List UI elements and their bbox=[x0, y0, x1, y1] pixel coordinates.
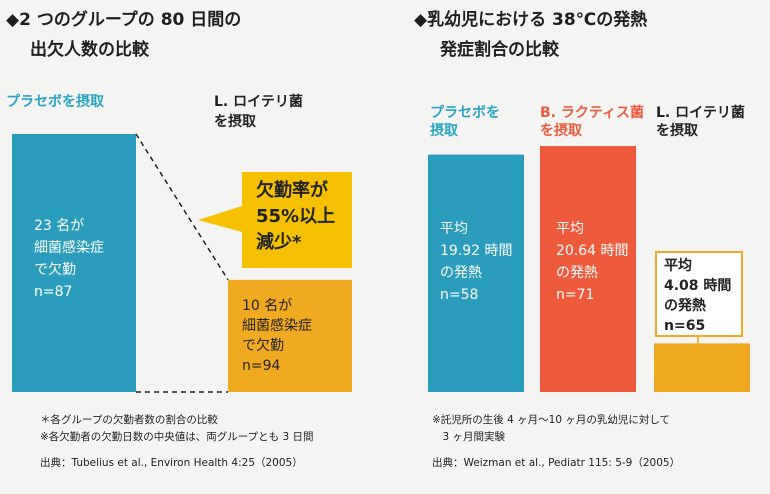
left-title-line1: ◆2 つのグループの 80 日間の bbox=[6, 10, 242, 30]
right-lactis-bar-text: 平均 20.64 時間 の発熱 n=71 bbox=[556, 221, 629, 303]
bar-reuteri-absent bbox=[228, 279, 352, 392]
right-reuteri-box-text: 平均 4.08 時間 の発熱 n=65 bbox=[664, 258, 732, 334]
right-source: 出典：Weizman et al., Pediatr 115: 5-9（2005… bbox=[432, 457, 681, 469]
left-source: 出典：Tubelius et al., Environ Health 4:25（… bbox=[40, 457, 303, 469]
bar-reuteri-fever bbox=[654, 343, 750, 392]
right-lactis-label: B. ラクティス菌 を摂取 bbox=[540, 105, 645, 139]
bar-placebo-fever bbox=[428, 154, 524, 392]
left-title-line2: 出欠人数の比較 bbox=[30, 40, 149, 60]
right-title-line2: 発症割合の比較 bbox=[440, 40, 559, 60]
left-placebo-label: プラセボを摂取 bbox=[6, 94, 104, 110]
bar-lactis-fever bbox=[540, 146, 636, 392]
right-chart bbox=[428, 146, 750, 392]
right-title-line1: ◆乳幼児における 38℃の発熱 bbox=[414, 10, 648, 30]
left-notes: ＊各グループの欠勤者数の割合の比較 ※各欠勤者の欠勤日数の中央値は、両グループと… bbox=[40, 414, 314, 443]
callout-text: 欠勤率が 55%以上 減少* bbox=[256, 180, 336, 253]
reuteri-value-box bbox=[655, 251, 743, 337]
left-reuteri-bar-text: 10 名が 細菌感染症 で欠勤 n=94 bbox=[242, 298, 312, 374]
right-notes: ※託児所の生後 4 ヶ月〜10 ヶ月の乳幼児に対して 3 ヶ月間実験 bbox=[432, 414, 671, 443]
dashed-guide-top bbox=[135, 133, 229, 281]
callout-bubble bbox=[198, 172, 352, 268]
left-chart bbox=[12, 133, 352, 393]
right-reuteri-label: L. ロイテリ菌 を摂取 bbox=[656, 105, 745, 139]
left-reuteri-label-line2: を摂取 bbox=[214, 114, 256, 130]
left-placebo-bar-text: 23 名が 細菌感染症 で欠勤 n=87 bbox=[34, 218, 104, 300]
right-placebo-bar-text: 平均 19.92 時間 の発熱 n=58 bbox=[440, 221, 513, 303]
bar-placebo-absent bbox=[12, 134, 136, 392]
right-placebo-label: プラセボを 摂取 bbox=[430, 105, 500, 139]
left-reuteri-label-line1: L. ロイテリ菌 bbox=[214, 94, 303, 110]
